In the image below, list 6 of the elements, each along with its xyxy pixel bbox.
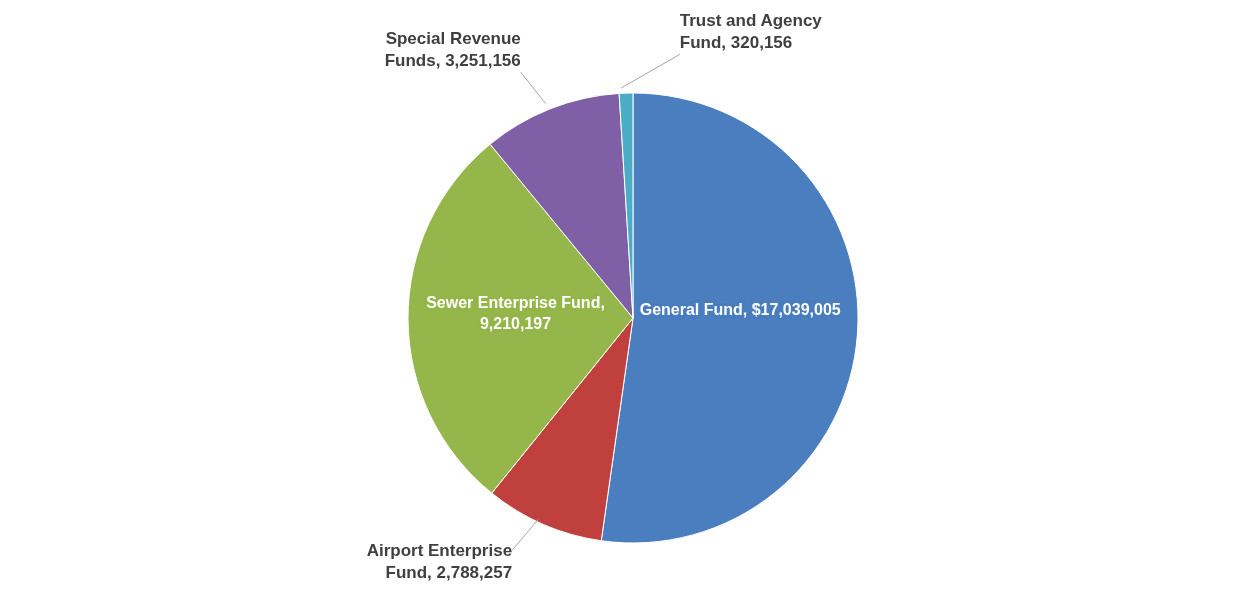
data-label: , 3,251,156 xyxy=(435,51,521,71)
data-label: , 2,788,257 xyxy=(427,563,513,583)
slice-label: General Fund xyxy=(639,300,743,318)
slice-label: Sewer Enterprise Fund xyxy=(426,293,601,311)
data-label: , 320,156 xyxy=(721,33,793,53)
data-label: , $17,039,005 xyxy=(742,300,841,318)
